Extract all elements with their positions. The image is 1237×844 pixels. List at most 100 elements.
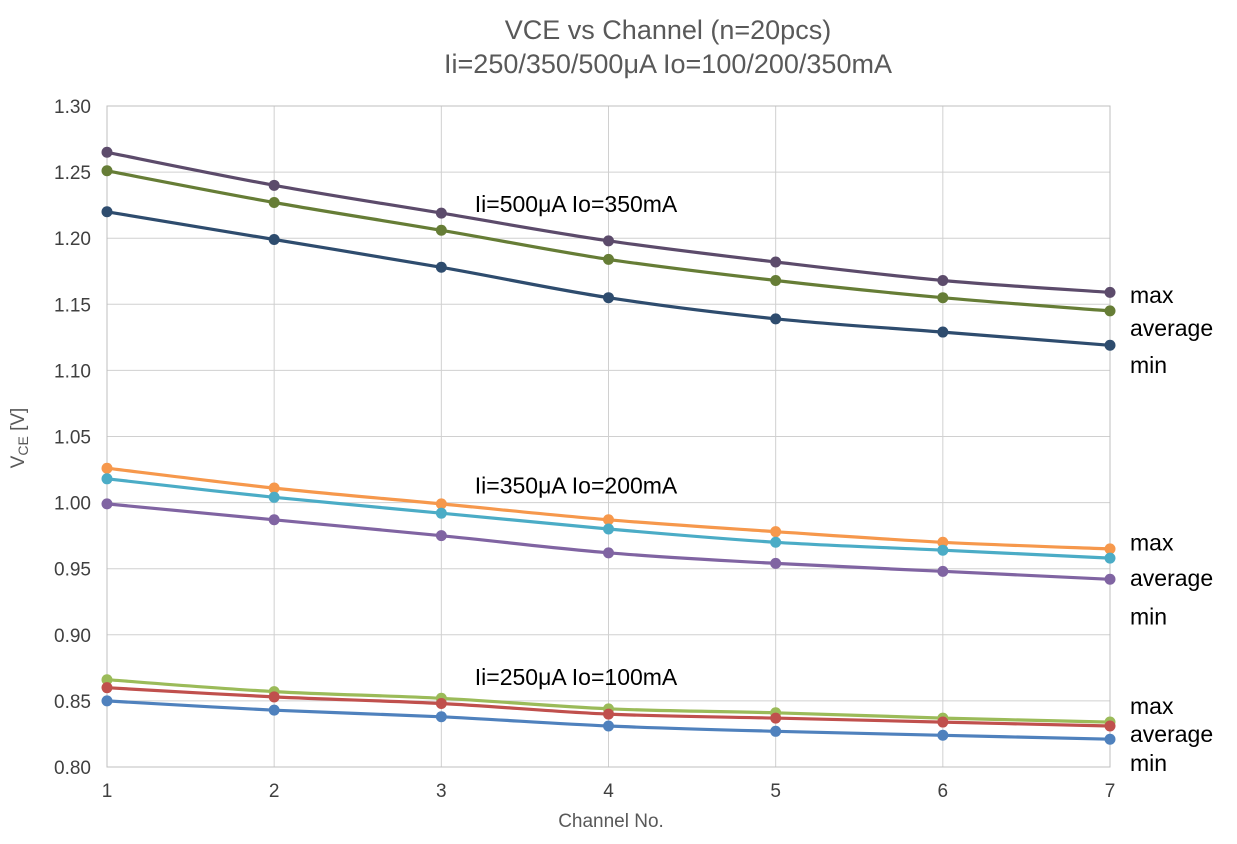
data-point (268, 704, 280, 716)
data-point (770, 256, 782, 268)
series-8 (101, 682, 1116, 732)
data-point (770, 313, 782, 325)
x-tick-label: 2 (269, 781, 280, 802)
data-point (603, 253, 614, 265)
side-label: average (1130, 315, 1213, 341)
side-label: max (1130, 282, 1174, 308)
plot-frame (106, 105, 1111, 768)
x-axis-ticks: 1 2 3 4 5 6 7 (102, 781, 1116, 802)
chart-title-line: Ii=250/350/500μA Io=100/200/350mA (444, 49, 892, 79)
data-point (1104, 720, 1116, 732)
data-point (1104, 543, 1116, 555)
data-point (268, 234, 280, 246)
y-tick-label: 1.15 (54, 295, 91, 316)
data-point (435, 207, 447, 219)
data-point (937, 729, 949, 741)
y-tick-label: 1.20 (54, 229, 91, 250)
data-point (101, 682, 113, 694)
x-tick-label: 4 (603, 781, 614, 802)
data-point (603, 720, 614, 732)
y-axis-label: VCE [V] (8, 408, 31, 469)
data-point (435, 711, 447, 723)
data-point (937, 292, 949, 304)
side-label: min (1130, 352, 1167, 378)
data-point (1104, 305, 1116, 317)
data-point (268, 197, 280, 209)
data-point (435, 498, 447, 510)
chart-title: VCE vs Channel (n=20pcs) Ii=250/350/500μA… (444, 15, 892, 79)
x-tick-label: 7 (1105, 781, 1116, 802)
data-point (101, 695, 113, 707)
data-point (770, 557, 782, 569)
data-point (937, 716, 949, 728)
data-point (435, 530, 447, 542)
chart-title-line: VCE vs Channel (n=20pcs) (505, 15, 831, 45)
y-axis-ticks: 0.80 0.85 0.90 0.95 1.00 1.05 1.10 1.15 1.20 1.25… (54, 97, 91, 779)
data-point (435, 698, 447, 710)
y-tick-label: 0.80 (54, 758, 91, 779)
data-point (770, 536, 782, 548)
data-point (435, 224, 447, 236)
data-point (435, 261, 447, 273)
y-axis-label-main: V (8, 455, 29, 468)
series-lines (101, 146, 1116, 745)
data-point (770, 526, 782, 538)
data-point (101, 146, 113, 158)
data-point (268, 179, 280, 191)
data-point (937, 565, 949, 577)
x-tick-label: 5 (770, 781, 781, 802)
series-4 (101, 462, 1116, 555)
side-label: max (1130, 529, 1174, 555)
data-point (937, 536, 949, 548)
series-5 (101, 473, 1116, 564)
series-1 (101, 146, 1116, 298)
data-point (937, 275, 949, 287)
data-point (1104, 573, 1116, 585)
data-point (101, 473, 113, 485)
data-point (603, 235, 614, 247)
x-tick-label: 1 (102, 781, 113, 802)
data-point (268, 514, 280, 526)
y-tick-label: 0.85 (54, 692, 91, 713)
series-9 (101, 695, 1116, 745)
data-point (268, 482, 280, 494)
data-point (101, 206, 113, 218)
series-3 (101, 206, 1116, 351)
y-axis-label-sub: CE (15, 436, 31, 455)
y-axis-label-unit: [V] (8, 408, 29, 437)
data-point (268, 491, 280, 503)
y-tick-label: 1.10 (54, 361, 91, 382)
y-tick-label: 0.90 (54, 626, 91, 647)
x-axis-label: Channel No. (558, 811, 664, 832)
series-2 (101, 165, 1116, 317)
data-point (1104, 339, 1116, 351)
series-6 (101, 498, 1116, 585)
annotation-label: Ii=500μA Io=350mA (475, 191, 678, 217)
data-point (603, 708, 614, 720)
data-point (770, 725, 782, 737)
data-point (268, 691, 280, 703)
data-point (603, 292, 614, 304)
data-point (937, 326, 949, 338)
x-tick-label: 3 (436, 781, 447, 802)
data-point (603, 523, 614, 535)
data-point (435, 507, 447, 519)
x-tick-label: 6 (938, 781, 949, 802)
side-label: min (1130, 603, 1167, 629)
annotation-label: Ii=350μA Io=200mA (475, 472, 678, 498)
y-tick-label: 1.00 (54, 494, 91, 515)
side-label: average (1130, 721, 1213, 747)
data-point (603, 547, 614, 559)
y-tick-label: 0.95 (54, 560, 91, 581)
side-label: min (1130, 750, 1167, 776)
data-point (101, 498, 113, 510)
data-point (101, 674, 113, 686)
data-point (770, 275, 782, 287)
data-point (1104, 552, 1116, 564)
y-tick-label: 1.30 (54, 97, 91, 118)
data-point (101, 165, 113, 177)
y-tick-label: 1.25 (54, 163, 91, 184)
data-point (1104, 286, 1116, 298)
